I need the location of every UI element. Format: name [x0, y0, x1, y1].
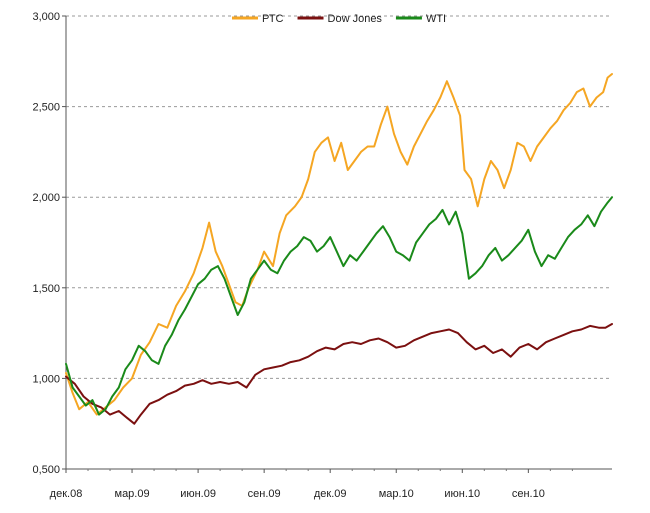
x-tick-label: июн.09	[180, 488, 216, 500]
legend: РТС Dow Jones WTI	[232, 13, 446, 25]
y-tick-label: 3,000	[32, 11, 60, 23]
x-tick-label: сен.09	[248, 488, 281, 500]
y-tick-label: 1,000	[32, 373, 60, 385]
x-tick-label: мар.10	[379, 488, 414, 500]
series-group	[65, 73, 613, 425]
x-tick-label: дек.09	[314, 488, 347, 500]
series-line-dow-jones	[65, 323, 613, 425]
gridlines	[66, 15, 612, 379]
x-tick-label: дек.08	[50, 488, 83, 500]
legend-label-wti: WTI	[426, 13, 446, 25]
legend-label-ртс: РТС	[262, 13, 284, 25]
x-tick-label: сен.10	[512, 488, 545, 500]
x-tick-label: мар.09	[115, 488, 150, 500]
y-tick-label: 0,500	[32, 464, 60, 476]
y-tick-label: 1,500	[32, 283, 60, 295]
y-tick-label: 2,000	[32, 192, 60, 204]
legend-label-dow-jones: Dow Jones	[328, 13, 383, 25]
series-line-wti	[65, 196, 613, 416]
series-line-ртс	[65, 73, 613, 416]
axes: 0,500 1,000 1,500 2,000 2,500 3,000 дек.08 мар.…	[32, 11, 612, 500]
x-tick-label: июн.10	[444, 488, 480, 500]
y-tick-label: 2,500	[32, 102, 60, 114]
